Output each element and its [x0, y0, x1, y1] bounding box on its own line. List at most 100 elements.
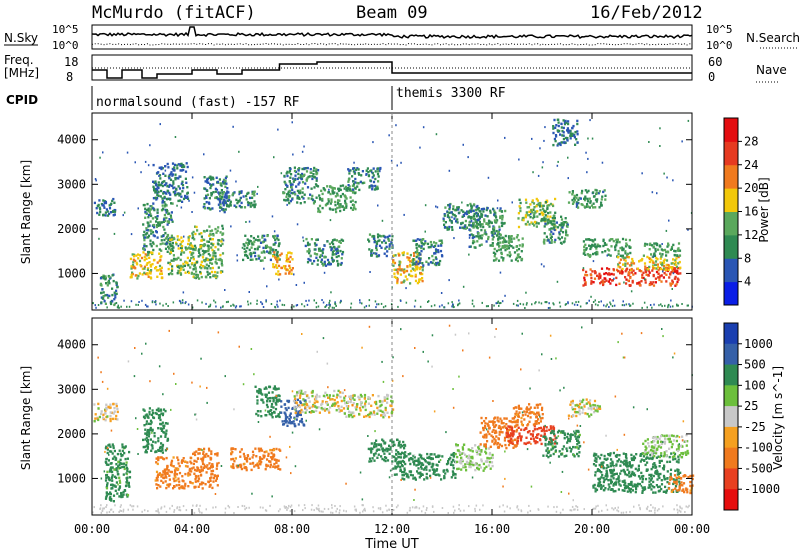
echo-cell: [107, 459, 110, 462]
echo-cell: [672, 243, 675, 247]
echo-cell: [257, 239, 260, 242]
echo-cell: [171, 202, 174, 205]
echo-cell: [483, 218, 486, 221]
echo-cell: [101, 204, 104, 207]
echo-cell: [586, 302, 588, 305]
echo-cell: [183, 264, 186, 267]
echo-cell: [156, 214, 159, 218]
echo-cell: [359, 301, 361, 304]
echo-cell: [650, 258, 653, 261]
echo-cell: [143, 243, 146, 246]
echo-cell: [161, 448, 164, 451]
echo-cell: [224, 176, 227, 180]
echo-cell: [156, 191, 159, 194]
echo-cell: [168, 173, 171, 177]
echo-cell: [315, 400, 318, 403]
echo-cell: [681, 140, 683, 143]
echo-cell: [117, 304, 119, 307]
echo-cell: [161, 167, 164, 170]
echo-cell: [377, 236, 380, 239]
echo-cell: [256, 390, 259, 393]
echo-cell: [217, 191, 220, 194]
echo-cell: [269, 258, 272, 262]
echo-cell: [687, 119, 690, 122]
echo-cell: [226, 204, 229, 208]
echo-cell: [316, 263, 319, 266]
echo-cell: [187, 271, 191, 275]
echo-cell: [128, 470, 132, 473]
echo-cell: [328, 396, 331, 399]
echo-cell: [243, 466, 246, 470]
echo-cell: [654, 277, 657, 280]
echo-cell: [217, 258, 220, 261]
echo-cell: [452, 458, 455, 462]
echo-cell: [475, 462, 478, 466]
echo-cell: [544, 222, 547, 225]
echo-cell: [573, 195, 577, 198]
echo-cell: [200, 235, 203, 238]
echo-cell: [455, 444, 458, 448]
echo-cell: [534, 302, 536, 305]
echo-cell: [524, 215, 527, 219]
echo-cell: [675, 283, 678, 286]
echo-cell: [676, 304, 678, 307]
echo-cell: [315, 238, 318, 242]
echo-cell: [408, 457, 411, 461]
echo-cell: [584, 281, 587, 284]
echo-cell: [155, 269, 158, 272]
echo-cell: [245, 198, 248, 201]
echo-cell: [141, 273, 144, 276]
echo-cell: [544, 201, 547, 204]
echo-cell: [309, 411, 312, 414]
echo-cell: [589, 119, 591, 122]
echo-cell: [147, 442, 150, 446]
echo-cell: [149, 438, 152, 441]
echo-cell: [225, 197, 228, 200]
echo-cell: [176, 272, 179, 275]
echo-cell: [353, 398, 356, 401]
echo-cell: [165, 468, 168, 471]
echo-cell: [167, 245, 170, 248]
echo-cell: [121, 443, 124, 446]
echo-cell: [106, 281, 110, 284]
echo-cell: [418, 261, 421, 264]
echo-cell: [456, 206, 459, 209]
echo-cell: [256, 402, 259, 405]
echo-cell: [490, 244, 493, 247]
echo-cell: [407, 258, 410, 262]
echo-cell: [149, 426, 152, 430]
echo-cell: [602, 190, 605, 194]
echo-cell: [381, 410, 384, 413]
echo-cell: [298, 176, 300, 179]
echo-cell: [549, 306, 551, 309]
echo-cell: [219, 203, 222, 206]
echo-cell: [586, 253, 590, 256]
echo-cell: [574, 143, 577, 146]
echo-cell: [273, 236, 276, 239]
echo-cell: [319, 210, 322, 214]
echo-cell: [323, 260, 326, 264]
echo-cell: [170, 216, 173, 219]
echo-cell: [612, 299, 614, 302]
echo-cell: [186, 165, 189, 169]
echo-cell: [557, 121, 560, 124]
echo-cell: [421, 277, 424, 280]
echo-cell: [134, 259, 137, 263]
echo-cell: [289, 412, 292, 415]
echo-cell: [262, 401, 265, 404]
echo-cell: [169, 463, 173, 467]
echo-cell: [617, 269, 620, 273]
echo-cell: [348, 395, 351, 398]
echo-cell: [439, 259, 442, 263]
echo-cell: [625, 268, 628, 271]
echo-cell: [337, 187, 340, 190]
echo-cell: [375, 242, 379, 245]
echo-cell: [549, 202, 552, 206]
echo-cell: [468, 253, 470, 256]
echo-cell: [612, 273, 615, 276]
echo-cell: [145, 228, 148, 232]
echo-cell: [144, 432, 147, 435]
echo-cell: [443, 475, 446, 478]
echo-cell: [104, 447, 107, 450]
echo-cell: [658, 304, 660, 307]
